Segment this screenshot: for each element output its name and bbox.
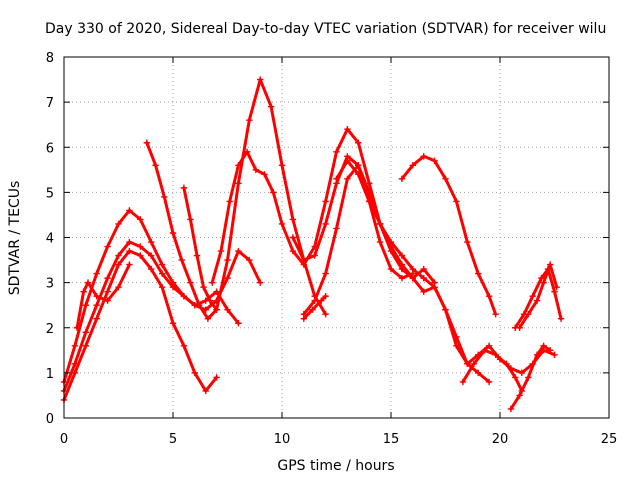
chart-title: Day 330 of 2020, Sidereal Day-to-day VTE… — [45, 21, 606, 37]
x-tick-label: 0 — [60, 432, 68, 447]
y-tick-label: 0 — [46, 412, 54, 427]
y-tick-label: 1 — [46, 367, 54, 382]
data-point — [161, 194, 167, 200]
data-point — [187, 216, 193, 222]
series-arc-16 — [516, 261, 559, 331]
data-point — [209, 279, 215, 285]
sdtvar-chart: Day 330 of 2020, Sidereal Day-to-day VTE… — [0, 0, 640, 480]
y-tick-label: 5 — [46, 186, 54, 201]
x-tick-label: 5 — [169, 432, 177, 447]
y-tick-label: 8 — [46, 51, 54, 66]
series-line — [77, 265, 129, 328]
data-point — [279, 162, 285, 168]
series-line — [520, 265, 557, 328]
y-tick-label: 3 — [46, 277, 54, 292]
x-tick-label: 20 — [492, 432, 509, 447]
y-tick-label: 6 — [46, 141, 54, 156]
x-tick-label: 10 — [274, 432, 291, 447]
data-point — [558, 316, 564, 322]
series-line — [184, 188, 217, 310]
series-arc-9 — [301, 162, 416, 317]
series-arc-2 — [61, 207, 242, 385]
series-arc-1 — [61, 248, 220, 403]
data-point — [246, 117, 252, 123]
data-point — [226, 198, 232, 204]
y-axis-label: SDTVAR / TECUs — [7, 181, 23, 296]
data-point — [290, 216, 296, 222]
data-point — [218, 248, 224, 254]
y-tick-label: 2 — [46, 322, 54, 337]
series-line — [64, 251, 217, 400]
data-point — [322, 198, 328, 204]
x-tick-label: 25 — [601, 432, 618, 447]
data-point — [181, 185, 187, 191]
data-point — [224, 257, 230, 263]
series-line — [64, 210, 238, 382]
data-point — [235, 180, 241, 186]
series-arc-12 — [399, 153, 499, 317]
grid — [64, 57, 609, 418]
data-point — [194, 252, 200, 258]
x-tick-label: 15 — [383, 432, 400, 447]
series-line — [402, 156, 496, 314]
x-axis-label: GPS time / hours — [277, 458, 394, 474]
data-point — [333, 225, 339, 231]
series-layer — [61, 76, 564, 412]
y-tick-label: 7 — [46, 96, 54, 111]
y-tick-label: 4 — [46, 232, 54, 247]
